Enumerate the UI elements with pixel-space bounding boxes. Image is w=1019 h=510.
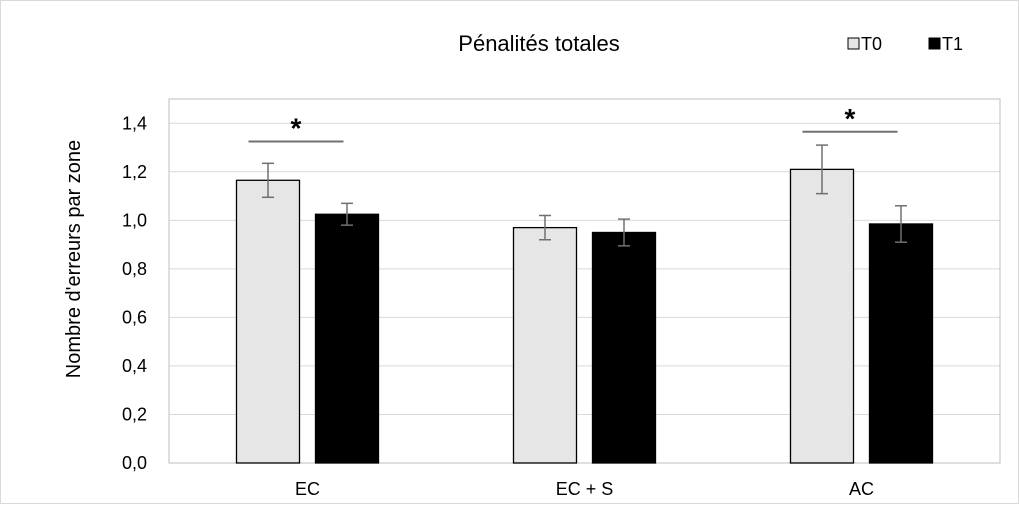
y-tick-label: 1,0 <box>122 210 147 230</box>
legend-swatch-t0 <box>847 37 860 50</box>
bar-t0 <box>512 226 578 464</box>
legend: T0 T1 <box>847 34 963 54</box>
chart-title: Pénalités totales <box>458 31 619 56</box>
y-axis-title: Nombre d'erreurs par zone <box>63 140 85 378</box>
bar-t0 <box>789 168 855 464</box>
legend-swatch-t1 <box>928 37 941 50</box>
y-tick-label: 0,2 <box>122 404 147 424</box>
x-tick-label: EC + S <box>556 479 614 499</box>
significance-star: * <box>291 112 302 143</box>
y-tick-label: 1,2 <box>122 162 147 182</box>
bar-t0 <box>235 179 301 464</box>
error-bars <box>262 144 907 247</box>
legend-label-t0: T0 <box>861 34 882 54</box>
y-tick-label: 1,4 <box>122 113 147 133</box>
plot-area-frame <box>168 98 1001 464</box>
bar-t1 <box>591 231 657 464</box>
gridlines <box>169 122 1000 464</box>
x-tick-label: EC <box>295 479 320 499</box>
bar-t1 <box>314 213 380 464</box>
y-tick-label: 0,8 <box>122 259 147 279</box>
y-tick-label: 0,0 <box>122 453 147 473</box>
bars <box>235 168 934 464</box>
y-tick-labels: 0,0 0,2 0,4 0,6 0,8 1,0 1,2 1,4 <box>122 113 147 473</box>
y-tick-label: 0,4 <box>122 356 147 376</box>
bar-t1 <box>868 223 934 464</box>
x-tick-labels: EC EC + S AC <box>295 479 874 499</box>
x-tick-label: AC <box>849 479 874 499</box>
y-tick-label: 0,6 <box>122 307 147 327</box>
significance-star: * <box>845 103 856 134</box>
significance-markers: * * <box>248 103 898 143</box>
legend-label-t1: T1 <box>942 34 963 54</box>
